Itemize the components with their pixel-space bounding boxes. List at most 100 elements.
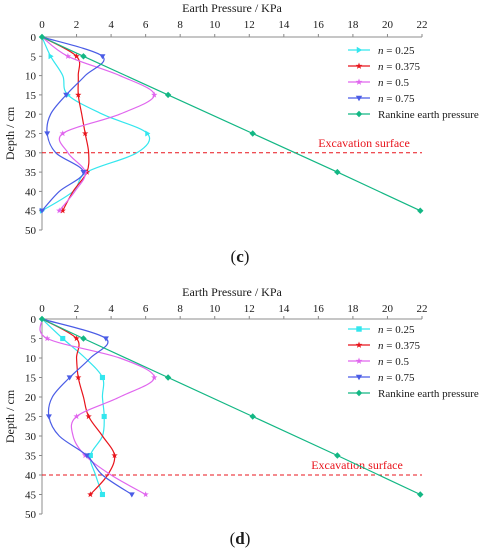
data-point (59, 207, 66, 214)
y-tick-label: 0 (31, 314, 37, 326)
x-tick-label: 0 (39, 19, 45, 31)
y-tick-label: 50 (25, 225, 37, 237)
legend-label: n = 0.375 (378, 340, 420, 352)
data-point (99, 54, 106, 60)
chart-panel-1: Earth Pressure / KPa 0 2 4 6 8 10 12 14 16 18 20 22 0… (3, 1, 479, 266)
data-point (145, 130, 151, 137)
data-point (334, 168, 341, 176)
data-point (48, 53, 54, 60)
data-point (99, 491, 106, 498)
data-point (249, 413, 256, 420)
x-tick-label: 20 (382, 303, 394, 315)
data-point (80, 170, 87, 176)
x-tick-label: 4 (108, 303, 114, 315)
y-tick-label: 15 (25, 90, 37, 102)
series-line (41, 318, 105, 495)
series-line (41, 36, 151, 212)
data-point (44, 335, 51, 342)
x-tick-label: 22 (417, 19, 428, 31)
y-tick-label: 20 (25, 392, 37, 404)
panel-label: (c) (231, 247, 250, 266)
y-tick-label: 0 (31, 32, 37, 44)
x-tick-label: 14 (278, 303, 290, 315)
data-point (82, 130, 89, 137)
data-point (102, 336, 109, 342)
legend-marker (355, 95, 363, 102)
y-tick-label: 15 (25, 373, 37, 385)
data-point (75, 374, 82, 381)
x-tick-label: 12 (244, 19, 255, 31)
x-tick-label: 0 (39, 303, 45, 315)
y-tick-label: 35 (25, 167, 37, 179)
data-point (417, 207, 424, 214)
y-tick-label: 40 (25, 470, 37, 482)
x-tick-label: 10 (209, 19, 221, 31)
data-point (151, 91, 158, 98)
series-4 (41, 318, 135, 498)
x-tick-label: 16 (313, 19, 325, 31)
data-point (63, 92, 70, 98)
data-point (38, 33, 46, 41)
y-tick-label: 30 (25, 431, 37, 443)
legend-marker (355, 110, 363, 118)
y-tick-label: 25 (25, 129, 37, 141)
data-point (151, 374, 158, 381)
legend: n = 0.25 n = 0.375 n = 0.5 n = 0.75 Rankine … (348, 324, 479, 400)
y-tick-label: 30 (25, 148, 37, 160)
x-tick-label: 2 (74, 19, 80, 31)
data-point (101, 413, 107, 420)
x-tick-label: 22 (417, 303, 428, 315)
legend: n = 0.25 n = 0.375 n = 0.5 n = 0.75 Rankine … (348, 45, 479, 121)
y-tick-label: 10 (25, 353, 37, 365)
y-tick-label: 40 (25, 186, 37, 198)
data-point (75, 91, 82, 98)
data-point (73, 335, 80, 342)
data-point (80, 335, 87, 342)
y-tick-label: 5 (31, 51, 37, 63)
data-point (56, 207, 63, 214)
excavation-label: Excavation surface (318, 136, 410, 150)
series-5 (38, 33, 424, 214)
data-point (44, 131, 51, 137)
data-point (80, 53, 87, 60)
legend-label: n = 0.25 (378, 324, 415, 336)
legend-marker (355, 374, 363, 381)
legend-label: n = 0.5 (378, 77, 409, 89)
legend-marker (355, 78, 363, 85)
x-tick-label: 8 (177, 303, 183, 315)
y-tick-label: 25 (25, 412, 37, 424)
data-point (164, 91, 172, 99)
y-axis-title: Depth / cm (3, 389, 17, 443)
data-point (59, 130, 66, 137)
data-point (73, 53, 80, 59)
legend-marker (355, 389, 363, 397)
data-point (39, 208, 45, 214)
legend-marker (355, 357, 363, 364)
x-tick-label: 8 (177, 19, 183, 31)
legend-label: n = 0.5 (378, 356, 409, 368)
y-tick-label: 10 (25, 71, 37, 83)
data-point (87, 491, 94, 498)
series-line (41, 36, 90, 211)
data-point (60, 335, 66, 342)
legend-label: n = 0.25 (378, 45, 415, 57)
data-point (99, 374, 106, 381)
legend-label: Rankine earth pressure (378, 388, 479, 400)
chart-panel-2: Earth Pressure / KPa 0 2 4 6 8 10 12 14 16 18 20 22 0… (3, 285, 479, 548)
data-point (66, 375, 73, 381)
data-point (87, 452, 93, 459)
y-tick-label: 35 (25, 451, 37, 463)
data-point (164, 374, 172, 381)
data-point (64, 53, 72, 59)
data-point (85, 413, 92, 420)
data-point (111, 452, 118, 459)
data-point (73, 413, 80, 420)
legend-label: n = 0.375 (378, 61, 420, 73)
y-tick-label: 50 (25, 509, 37, 521)
series-line (41, 36, 155, 212)
legend-label: Rankine earth pressure (378, 109, 479, 121)
y-axis-title: Depth / cm (3, 106, 17, 160)
data-point (38, 315, 46, 323)
y-tick-label: 45 (25, 206, 37, 218)
